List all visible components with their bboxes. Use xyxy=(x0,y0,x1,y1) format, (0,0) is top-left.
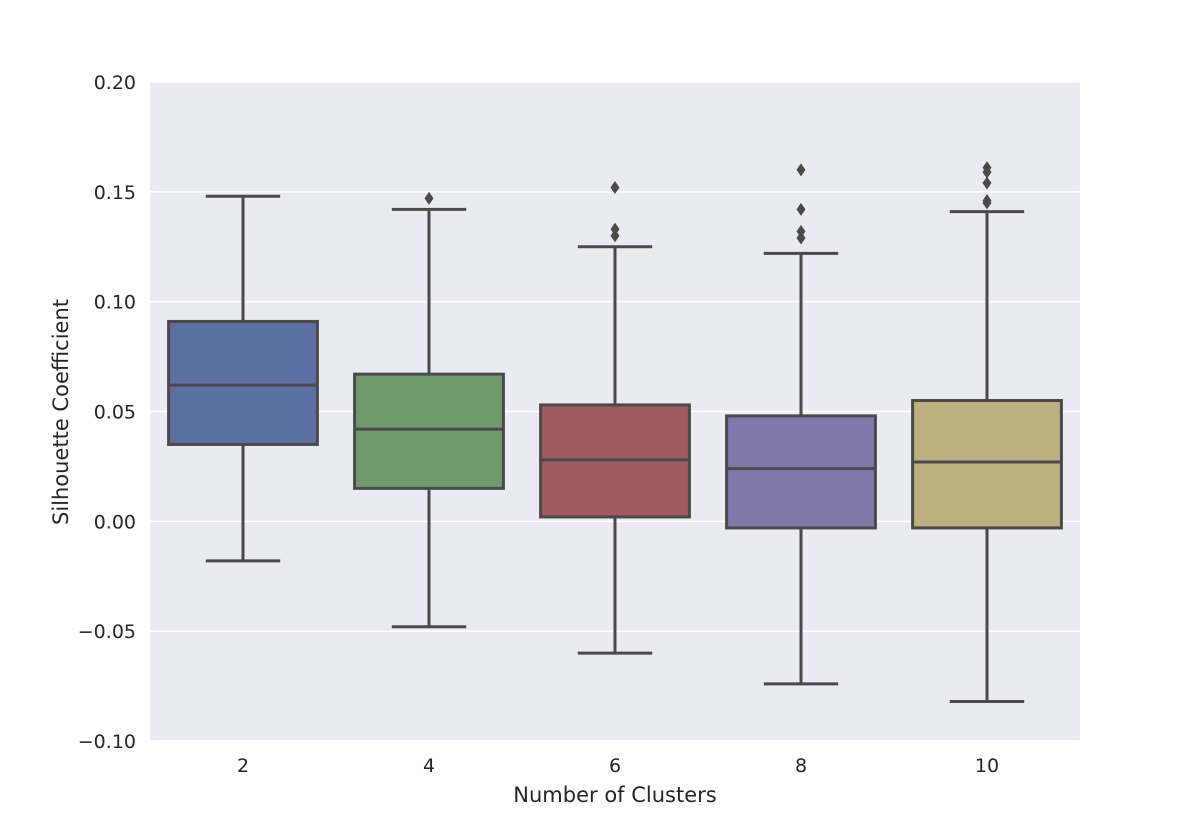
box-iqr xyxy=(167,319,319,446)
box-iqr xyxy=(725,414,877,530)
outlier-point xyxy=(610,180,620,194)
outlier-point xyxy=(796,231,806,245)
y-tick-label: −0.10 xyxy=(78,731,136,753)
outlier-point xyxy=(982,176,992,190)
y-tick-label: 0.00 xyxy=(94,511,136,533)
x-tick-label: 8 xyxy=(795,755,807,777)
x-tick-labels: 2 4 6 8 10 xyxy=(237,755,999,777)
x-tick-label: 6 xyxy=(609,755,621,777)
y-axis-label: Silhouette Coefficient xyxy=(49,299,73,525)
box-iqr xyxy=(353,372,505,490)
outlier-point xyxy=(982,194,992,208)
y-tick-label: −0.05 xyxy=(78,621,136,643)
y-tick-label: 0.05 xyxy=(94,402,136,424)
box-group xyxy=(353,191,505,629)
outlier-point xyxy=(796,163,806,177)
outlier-point xyxy=(982,161,992,175)
box-iqr xyxy=(911,399,1063,530)
box-group xyxy=(167,194,319,563)
y-tick-label: 0.20 xyxy=(94,72,136,94)
x-tick-label: 10 xyxy=(975,755,999,777)
outlier-point xyxy=(610,229,620,243)
y-tick-labels: −0.10 −0.05 0.00 0.05 0.10 0.15 0.20 xyxy=(78,72,136,753)
outlier-point xyxy=(610,222,620,236)
x-tick-label: 2 xyxy=(237,755,249,777)
y-tick-label: 0.10 xyxy=(94,292,136,314)
outlier-point xyxy=(796,224,806,238)
outlier-point xyxy=(796,202,806,216)
y-tick-label: 0.15 xyxy=(94,182,136,204)
box-group xyxy=(911,161,1063,703)
outlier-point xyxy=(424,191,434,205)
x-axis-label: Number of Clusters xyxy=(513,783,716,807)
boxes xyxy=(167,161,1063,703)
box-group xyxy=(539,180,691,655)
x-tick-label: 4 xyxy=(423,755,435,777)
box-group xyxy=(725,163,877,686)
